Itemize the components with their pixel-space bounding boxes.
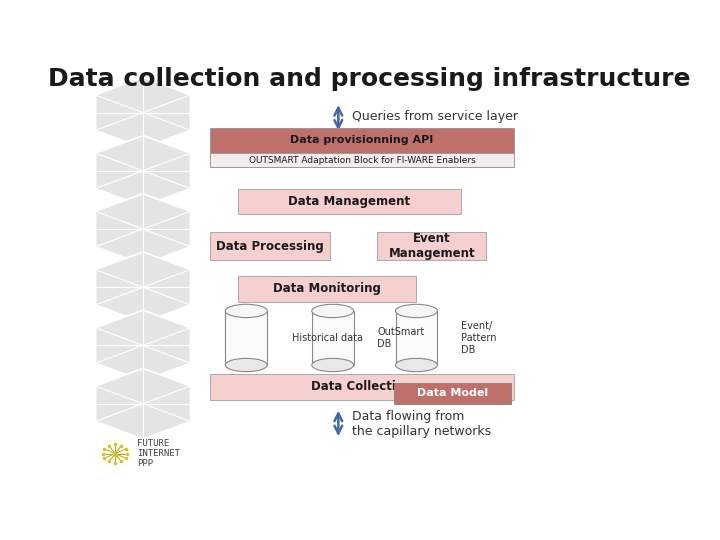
FancyBboxPatch shape <box>210 153 514 167</box>
Text: Queries from service layer: Queries from service layer <box>352 110 518 123</box>
Text: Data Management: Data Management <box>289 195 410 208</box>
Ellipse shape <box>312 305 354 318</box>
Polygon shape <box>96 310 190 381</box>
Bar <box>225 311 267 365</box>
Text: Data provisionning API: Data provisionning API <box>290 136 433 145</box>
Text: FUTURE
INTERNET
PPP: FUTURE INTERNET PPP <box>138 438 181 469</box>
Text: Data Collection: Data Collection <box>312 380 413 393</box>
FancyBboxPatch shape <box>394 383 511 404</box>
Bar <box>312 311 354 365</box>
FancyBboxPatch shape <box>238 276 416 302</box>
Bar <box>395 311 437 365</box>
Polygon shape <box>96 136 190 206</box>
FancyBboxPatch shape <box>210 374 514 400</box>
Polygon shape <box>96 368 190 439</box>
Ellipse shape <box>395 305 437 318</box>
Text: Historical data: Historical data <box>292 333 364 343</box>
Circle shape <box>97 440 133 467</box>
Ellipse shape <box>312 359 354 372</box>
Text: Event/
Pattern
DB: Event/ Pattern DB <box>461 321 496 355</box>
Text: Data Processing: Data Processing <box>216 240 324 253</box>
Text: Data collection and processing infrastructure: Data collection and processing infrastru… <box>48 68 690 91</box>
Polygon shape <box>96 77 190 148</box>
FancyBboxPatch shape <box>377 232 486 260</box>
Text: Data flowing from
the capillary networks: Data flowing from the capillary networks <box>352 410 491 438</box>
Polygon shape <box>96 194 190 265</box>
FancyBboxPatch shape <box>238 188 461 214</box>
Text: OUTSMART Adaptation Block for FI-WARE Enablers: OUTSMART Adaptation Block for FI-WARE En… <box>248 156 475 165</box>
Polygon shape <box>96 252 190 322</box>
Ellipse shape <box>395 359 437 372</box>
Text: Data Monitoring: Data Monitoring <box>273 282 381 295</box>
FancyBboxPatch shape <box>210 127 514 153</box>
FancyBboxPatch shape <box>210 232 330 260</box>
Ellipse shape <box>225 305 267 318</box>
Ellipse shape <box>225 359 267 372</box>
Text: Event
Management: Event Management <box>389 232 475 260</box>
Text: Data Model: Data Model <box>417 388 488 399</box>
Text: OutSmart
DB: OutSmart DB <box>377 327 424 349</box>
